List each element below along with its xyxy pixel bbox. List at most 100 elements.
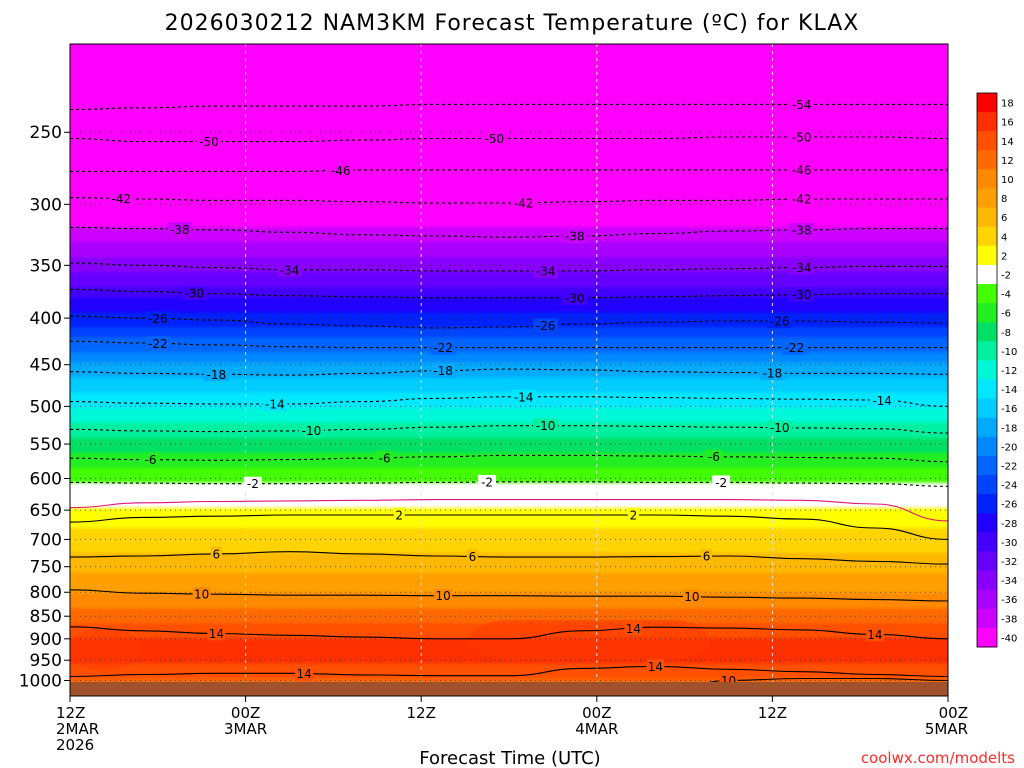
- isotherm-label-background: [243, 476, 262, 491]
- isotherm-label-background: [262, 396, 288, 411]
- pressure-tick-label: 450: [30, 356, 62, 376]
- isotherm-label-background: [781, 340, 807, 355]
- colorbar-label: -18: [1001, 423, 1017, 434]
- isotherm-label: -46: [331, 164, 351, 178]
- isotherm-label-background: [430, 340, 456, 355]
- colorbar-label: 12: [1001, 156, 1014, 167]
- isotherm-label: -50: [485, 132, 505, 146]
- pressure-tick-label: 800: [30, 583, 62, 603]
- colorbar-swatch: [977, 589, 997, 610]
- isotherm-label: 6: [469, 550, 477, 564]
- isotherm-label: -22: [785, 341, 805, 355]
- isotherm-label-background: [141, 452, 160, 467]
- isotherm-label: -38: [792, 223, 812, 237]
- colorbar-swatch: [977, 532, 997, 552]
- time-tick-label: 00Z: [582, 704, 611, 722]
- isotherm-label: -42: [792, 193, 812, 207]
- colorbar-swatch: [977, 188, 997, 209]
- isotherm-label-background: [295, 666, 314, 681]
- colorbar-swatch: [977, 284, 997, 304]
- isotherm-label: -46: [792, 163, 812, 177]
- colorbar-swatch: [977, 112, 997, 132]
- isotherm-label: -22: [433, 341, 453, 355]
- time-tick-label: 2MAR: [56, 720, 99, 738]
- colorbar-swatch: [977, 93, 997, 113]
- colorbar-label: -24: [1001, 481, 1017, 492]
- isotherm-line: [70, 677, 948, 696]
- isotherm-label: 10: [684, 590, 699, 604]
- isotherm-label: 6: [213, 547, 221, 561]
- isotherm-line: [70, 169, 948, 172]
- isotherm-label-background: [533, 418, 559, 433]
- isotherm-label: -34: [792, 261, 812, 275]
- colorbar-swatch: [977, 608, 997, 629]
- pressure-tick-label: 650: [30, 501, 62, 521]
- isotherm-label: 14: [626, 622, 641, 636]
- colorbar-label: -16: [1001, 404, 1017, 415]
- isotherm-line: [70, 589, 948, 602]
- isotherm-label-background: [430, 363, 456, 378]
- isotherm-label: -6: [379, 451, 391, 465]
- colorbar-swatch: [977, 627, 997, 648]
- time-tick-label: 12Z: [407, 704, 436, 722]
- isotherm-label-background: [562, 229, 588, 244]
- isotherm-label-background: [298, 423, 324, 438]
- isotherm-label-background: [789, 260, 815, 275]
- isotherm-line: [70, 514, 948, 540]
- isotherm-line: [70, 103, 948, 111]
- colorbar-swatch: [977, 360, 997, 381]
- isotherm-label: -30: [185, 287, 205, 301]
- isotherm-line: [70, 288, 948, 299]
- isotherm-label-background: [767, 420, 793, 435]
- isotherm-label-background: [203, 367, 229, 382]
- pressure-tick-label: 500: [30, 397, 62, 417]
- colorbar-swatch: [977, 551, 997, 572]
- pressure-tick-label: 400: [30, 309, 62, 329]
- isotherm-line: [70, 454, 948, 463]
- plot-frame: [69, 43, 949, 697]
- isotherm-label: 14: [648, 660, 663, 674]
- colorbar-label: -12: [1001, 366, 1017, 377]
- isotherm-label: -10: [770, 421, 790, 435]
- isotherm-label: -50: [199, 135, 219, 149]
- isotherm-label: -6: [708, 450, 720, 464]
- pressure-tick-label: 250: [30, 123, 62, 143]
- isotherm-label: -2: [715, 476, 727, 490]
- isotherm-label-background: [181, 286, 207, 301]
- isotherm-label: 14: [867, 628, 882, 642]
- colorbar-label: -26: [1001, 500, 1017, 511]
- pressure-tick-label: 700: [30, 530, 62, 550]
- colorbar-label: -30: [1001, 538, 1017, 549]
- isotherm-line: [70, 340, 948, 349]
- time-tick-label: 3MAR: [224, 720, 267, 738]
- isotherm-label-background: [328, 163, 354, 178]
- isotherm-line: [70, 665, 948, 678]
- isotherm-label-background: [478, 474, 497, 489]
- isotherm-label-background: [789, 287, 815, 302]
- isotherm-label: -42: [514, 196, 534, 210]
- isotherm-label-background: [167, 222, 193, 237]
- isotherm-label: -14: [872, 394, 892, 408]
- colorbar-swatch: [977, 150, 997, 170]
- colorbar-swatch: [977, 475, 997, 495]
- isotherm-label-background: [789, 192, 815, 207]
- colorbar-swatch: [977, 131, 997, 151]
- colorbar-swatch: [977, 379, 997, 400]
- credit-link[interactable]: coolwx.com/modelts: [861, 749, 1015, 767]
- colorbar-label: -38: [1001, 614, 1017, 625]
- isotherm-label: -2: [481, 475, 493, 489]
- pressure-tick-label: 550: [30, 435, 62, 455]
- colorbar-label: 14: [1001, 137, 1014, 148]
- colorbar-swatch: [977, 245, 997, 266]
- isotherm-label-background: [511, 389, 537, 404]
- isotherm-label-background: [789, 97, 815, 112]
- colorbar-swatch: [977, 303, 997, 323]
- isotherm-label-background: [108, 191, 134, 206]
- isotherm-label-background: [192, 587, 211, 602]
- colorbar-label: 6: [1001, 213, 1007, 224]
- isotherm-line: [70, 315, 948, 329]
- colorbar-swatch: [977, 513, 997, 533]
- isotherm-label: -10: [536, 419, 556, 433]
